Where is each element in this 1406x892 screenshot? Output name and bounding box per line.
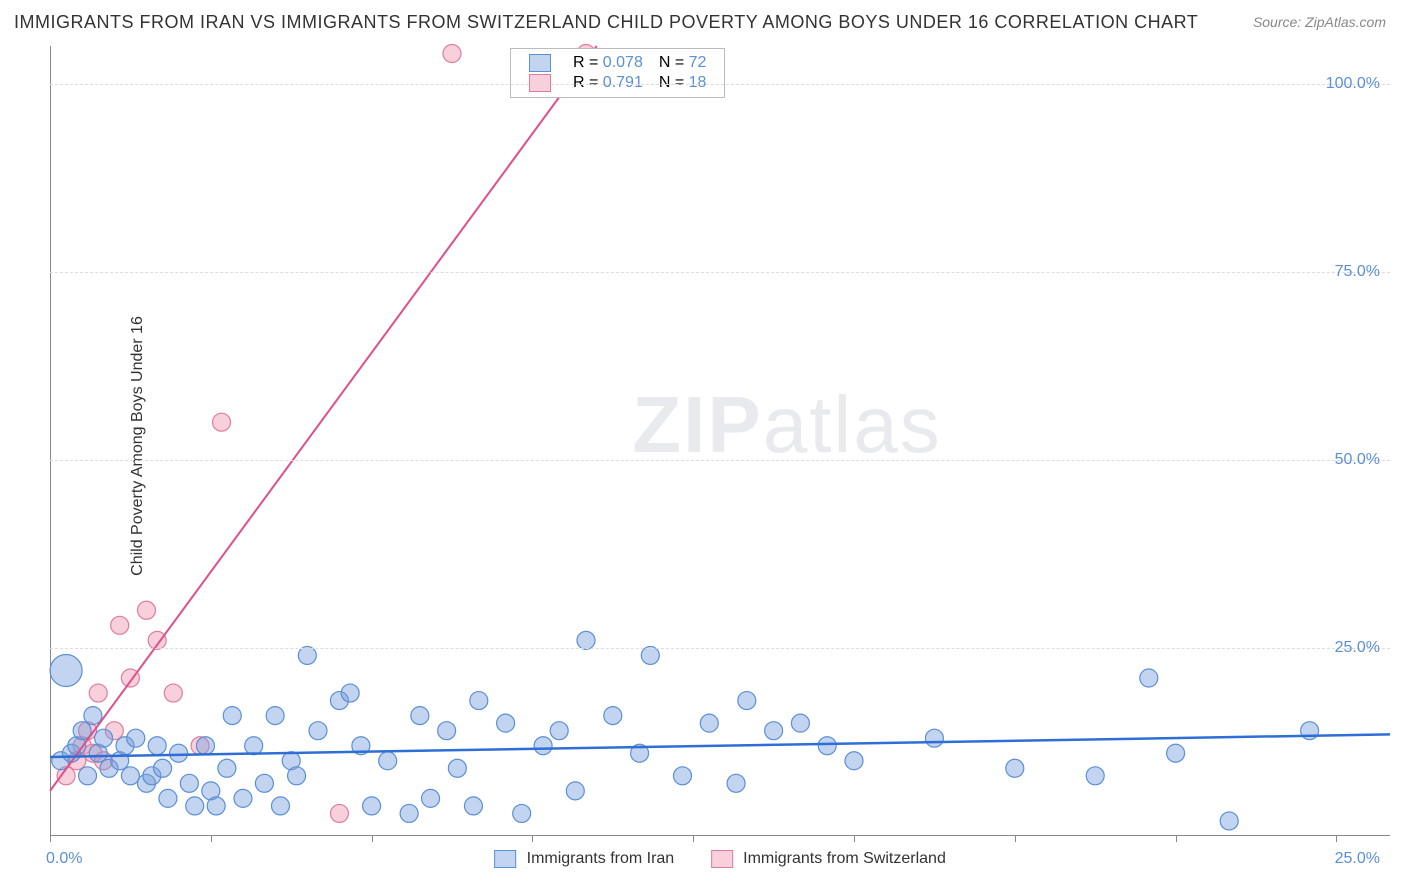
data-point bbox=[148, 631, 166, 649]
y-tick-label: 50.0% bbox=[1335, 451, 1380, 469]
data-point bbox=[111, 616, 129, 634]
x-tick-mark bbox=[1015, 836, 1016, 842]
data-point bbox=[245, 737, 263, 755]
data-point bbox=[1220, 812, 1238, 830]
x-tick-mark bbox=[50, 836, 51, 842]
data-point bbox=[577, 631, 595, 649]
data-point bbox=[309, 722, 327, 740]
data-point bbox=[84, 707, 102, 725]
data-point bbox=[448, 759, 466, 777]
x-axis-end-label: 25.0% bbox=[1335, 850, 1380, 868]
gridline bbox=[50, 272, 1390, 273]
data-point bbox=[845, 752, 863, 770]
x-tick-mark bbox=[693, 836, 694, 842]
chart-svg bbox=[50, 46, 1390, 836]
data-point bbox=[266, 707, 284, 725]
data-point bbox=[127, 729, 145, 747]
data-point bbox=[288, 767, 306, 785]
trend-line bbox=[50, 46, 597, 791]
data-point bbox=[438, 722, 456, 740]
y-tick-label: 100.0% bbox=[1326, 75, 1380, 93]
swatch-series1 bbox=[529, 54, 551, 72]
x-tick-mark bbox=[1176, 836, 1177, 842]
series-legend: Immigrants from Iran Immigrants from Swi… bbox=[478, 850, 962, 868]
data-point bbox=[95, 729, 113, 747]
data-point bbox=[79, 767, 97, 785]
data-point bbox=[255, 774, 273, 792]
data-point bbox=[566, 782, 584, 800]
x-tick-mark bbox=[1336, 836, 1337, 842]
data-point bbox=[1140, 669, 1158, 687]
data-point bbox=[196, 737, 214, 755]
data-point bbox=[925, 729, 943, 747]
data-point bbox=[170, 744, 188, 762]
x-tick-mark bbox=[372, 836, 373, 842]
data-point bbox=[700, 714, 718, 732]
data-point bbox=[363, 797, 381, 815]
gridline bbox=[50, 648, 1390, 649]
chart-title: IMMIGRANTS FROM IRAN VS IMMIGRANTS FROM … bbox=[14, 12, 1198, 33]
data-point bbox=[818, 737, 836, 755]
data-point bbox=[218, 759, 236, 777]
data-point bbox=[1167, 744, 1185, 762]
data-point bbox=[186, 797, 204, 815]
data-point bbox=[207, 797, 225, 815]
x-axis-start-label: 0.0% bbox=[46, 850, 82, 868]
data-point bbox=[411, 707, 429, 725]
data-point bbox=[765, 722, 783, 740]
data-point bbox=[154, 759, 172, 777]
data-point bbox=[1006, 759, 1024, 777]
data-point bbox=[213, 413, 231, 431]
data-point bbox=[464, 797, 482, 815]
data-point bbox=[604, 707, 622, 725]
data-point bbox=[223, 707, 241, 725]
data-point bbox=[137, 601, 155, 619]
data-point bbox=[180, 774, 198, 792]
data-point bbox=[727, 774, 745, 792]
data-point bbox=[50, 654, 82, 686]
data-point bbox=[159, 789, 177, 807]
x-tick-mark bbox=[211, 836, 212, 842]
swatch-series1-icon bbox=[494, 850, 516, 868]
x-tick-mark bbox=[854, 836, 855, 842]
data-point bbox=[341, 684, 359, 702]
y-tick-label: 75.0% bbox=[1335, 263, 1380, 281]
x-tick-mark bbox=[532, 836, 533, 842]
data-point bbox=[641, 646, 659, 664]
data-point bbox=[513, 804, 531, 822]
data-point bbox=[738, 692, 756, 710]
data-point bbox=[497, 714, 515, 732]
data-point bbox=[673, 767, 691, 785]
data-point bbox=[379, 752, 397, 770]
data-point bbox=[121, 767, 139, 785]
data-point bbox=[1086, 767, 1104, 785]
correlation-legend: R = 0.078 N = 72 R = 0.791 N = 18 bbox=[510, 48, 725, 98]
data-point bbox=[534, 737, 552, 755]
data-point bbox=[400, 804, 418, 822]
data-point bbox=[89, 684, 107, 702]
gridline bbox=[50, 460, 1390, 461]
plot-area: ZIPatlas R = 0.078 N = 72 R = 0.791 N = … bbox=[50, 46, 1390, 836]
data-point bbox=[550, 722, 568, 740]
data-point bbox=[422, 789, 440, 807]
gridline bbox=[50, 84, 1390, 85]
data-point bbox=[330, 804, 348, 822]
data-point bbox=[148, 737, 166, 755]
data-point bbox=[298, 646, 316, 664]
data-point bbox=[443, 45, 461, 63]
data-point bbox=[164, 684, 182, 702]
y-tick-label: 25.0% bbox=[1335, 639, 1380, 657]
data-point bbox=[791, 714, 809, 732]
data-point bbox=[470, 692, 488, 710]
data-point bbox=[234, 789, 252, 807]
data-point bbox=[271, 797, 289, 815]
legend-row-series1: R = 0.078 N = 72 bbox=[521, 53, 714, 73]
source-attribution: Source: ZipAtlas.com bbox=[1253, 14, 1386, 30]
swatch-series2-icon bbox=[711, 850, 733, 868]
